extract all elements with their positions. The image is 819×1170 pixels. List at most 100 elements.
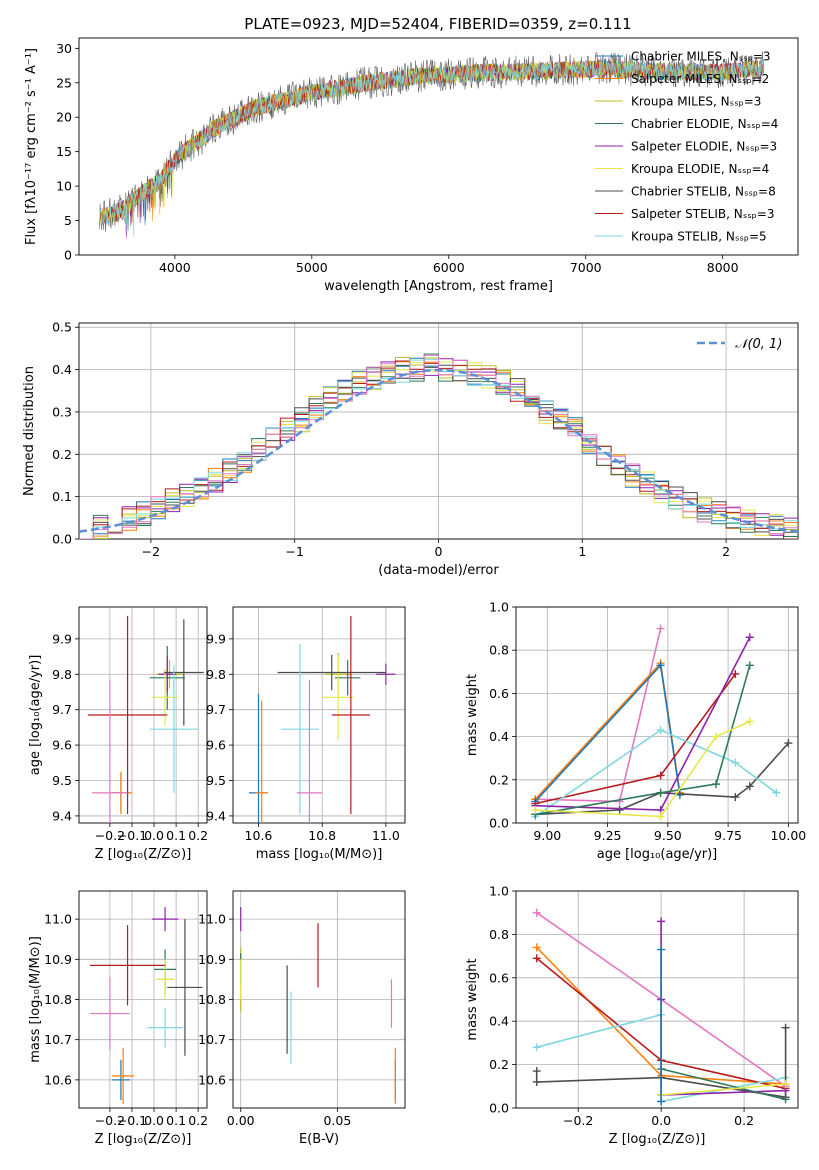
plot-area: [90, 907, 203, 1104]
weight-marker: [532, 908, 541, 917]
x-tick-label: 9.75: [714, 828, 742, 843]
y-tick-label: 0.6: [489, 686, 509, 701]
y-axis-label: Flux [fλ10⁻¹⁷ erg cm⁻² s⁻¹ A⁻¹]: [24, 48, 39, 245]
weight-marker: [781, 1023, 790, 1032]
y-tick-label: 10.8: [198, 992, 226, 1007]
y-tick-label: 9.9: [206, 631, 226, 646]
y-tick-label: 0.8: [489, 927, 509, 942]
axes-frame: [78, 322, 799, 540]
weight-marker: [656, 812, 665, 821]
y-tick-label: 9.7: [206, 702, 226, 717]
x-axis-label: age [log₁₀(age/yr)]: [597, 847, 718, 862]
panel-spectrum: 4000 5000 6000 7000 8000 0 5 10 15 20 25 30 waveleng…: [24, 37, 799, 294]
y-tick-label: 0.0: [489, 1101, 509, 1116]
errorbar-point-6: [322, 654, 355, 740]
errorbar-point-9: [147, 1007, 183, 1048]
legend-entry: Chabrier STELIB, Nₛₛₚ=8: [631, 185, 776, 199]
legend-entry: Salpeter MILES, Nₛₛₚ=2: [631, 72, 769, 86]
legend-entry: Kroupa STELIB, Nₛₛₚ=5: [631, 230, 767, 244]
y-tick-label: 10: [56, 179, 72, 194]
weight-series-8: [535, 665, 751, 816]
weight-marker: [731, 793, 740, 802]
x-axis-label: Z [log₁₀(Z/Z⊙)]: [609, 1132, 706, 1147]
y-tick-label: 9.7: [52, 702, 72, 717]
x-tick-label: 9.00: [533, 828, 561, 843]
legend-entry: Salpeter ELODIE, Nₛₛₚ=3: [631, 140, 777, 154]
y-tick-label: 9.4: [52, 808, 72, 823]
plot-area: [248, 615, 396, 823]
weight-series-6: [534, 729, 777, 818]
x-tick-label: 10.8: [308, 828, 336, 843]
x-tick-label: 2: [722, 544, 730, 559]
x-tick-label: −0.2: [95, 828, 125, 843]
weight-marker: [657, 1097, 666, 1106]
x-tick-label: 0.00: [227, 1113, 255, 1128]
weight-marker: [712, 780, 721, 789]
spectrum-series-9: [99, 58, 764, 237]
panel-z-vs-age: −0.2−0.10.0 0.1 0.2 9.4 9.5 9.6 9.7 9.8 9.9 Z [lo…: [28, 606, 208, 862]
y-axis-label: age [log₁₀(age/yr)]: [28, 655, 43, 776]
errorbar-point-9: [149, 665, 199, 793]
weight-series-8: [661, 1083, 786, 1096]
y-tick-label: 0.3: [52, 404, 72, 419]
x-tick-label: 0.2: [188, 1113, 208, 1128]
weight-marker: [656, 661, 665, 670]
x-tick-label: −0.1: [117, 1113, 147, 1128]
x-tick-label: 0.1: [166, 1113, 186, 1128]
errorbar-point-6: [156, 959, 174, 1000]
x-tick-label: 0.2: [188, 828, 208, 843]
weight-marker: [675, 790, 684, 799]
errorbar-point-10: [92, 679, 128, 823]
axes-frame: [78, 890, 208, 1109]
weight-marker: [772, 788, 781, 797]
weight-marker: [656, 788, 665, 797]
weight-marker: [712, 732, 721, 741]
weight-series-1: [535, 628, 662, 803]
weight-series-6: [660, 921, 786, 1096]
x-tick-label: 7000: [570, 260, 602, 275]
x-tick-label: −2: [142, 544, 160, 559]
y-tick-label: 0: [64, 248, 72, 263]
y-tick-label: 9.5: [52, 773, 72, 788]
legend-entry: Chabrier ELODIE, Nₛₛₚ=4: [631, 117, 778, 131]
figure-title: PLATE=0923, MJD=52404, FIBERID=0359, z=0…: [244, 15, 631, 33]
weight-marker: [656, 624, 665, 633]
errorbar-point-4: [334, 660, 361, 696]
y-tick-label: 0.4: [52, 362, 72, 377]
y-tick-label: 11.0: [44, 912, 72, 927]
y-tick-label: 0.8: [489, 643, 509, 658]
legend-entry: Kroupa ELODIE, Nₛₛₚ=4: [631, 162, 769, 176]
errorbar-point-8: [87, 615, 168, 815]
weight-marker: [745, 782, 754, 791]
x-axis-label: Z [log₁₀(Z/Z⊙)]: [95, 847, 192, 862]
axes-frame: [232, 606, 406, 824]
x-tick-label: 6000: [433, 260, 465, 275]
weight-marker: [745, 633, 754, 642]
weight-marker: [731, 669, 740, 678]
x-tick-label: 10.6: [245, 828, 273, 843]
errorbar-point-5: [151, 907, 179, 932]
x-tick-label: 0.0: [651, 1113, 671, 1128]
y-tick-label: 9.8: [52, 667, 72, 682]
x-tick-label: 5000: [296, 260, 328, 275]
x-axis-label: mass [log₁₀(M/M⊙)]: [256, 847, 383, 862]
weight-marker: [532, 954, 541, 963]
weight-marker: [745, 661, 754, 670]
x-tick-label: 0.0: [144, 828, 164, 843]
axes-frame: [78, 606, 208, 824]
x-tick-label: 8000: [707, 260, 739, 275]
weight-marker: [615, 797, 624, 806]
weight-marker: [656, 771, 665, 780]
y-tick-label: 0.0: [489, 816, 509, 831]
y-tick-label: 10.9: [44, 952, 72, 967]
y-axis-label: mass [log₁₀(M/M⊙)]: [28, 936, 43, 1063]
y-tick-label: 0.2: [489, 772, 509, 787]
y-axis-label: mass weight: [465, 958, 480, 1040]
x-tick-label: 0.1: [166, 828, 186, 843]
x-axis-label: Z [log₁₀(Z/Z⊙)]: [95, 1132, 192, 1147]
errorbar-point-5: [158, 656, 177, 692]
plot-area: [531, 624, 793, 821]
legend-entry: Chabrier MILES, Nₛₛₚ=3: [631, 50, 771, 64]
axes-frame: [515, 606, 799, 824]
